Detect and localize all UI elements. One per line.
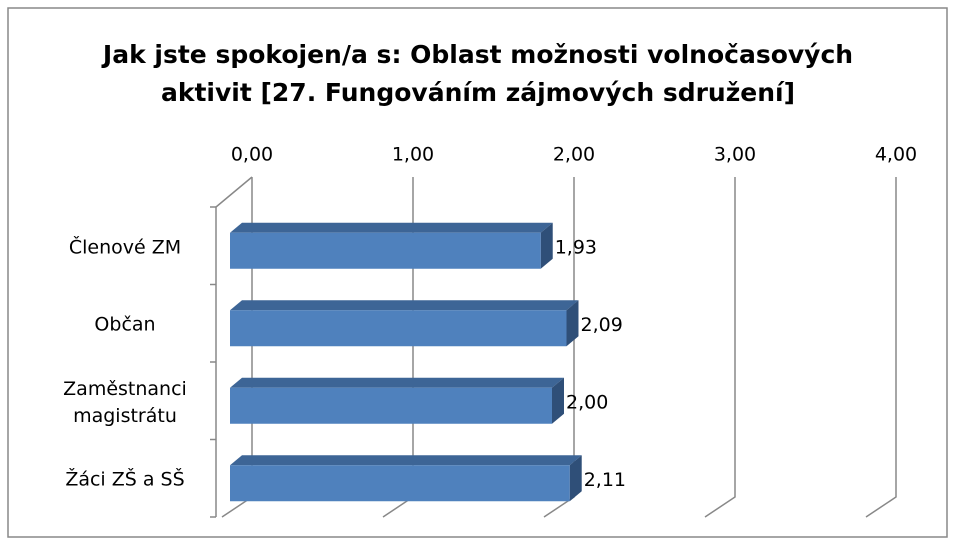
y-tick-label: Žáci ZŠ a SŠ [65, 468, 185, 491]
x-tick-label: 0,00 [231, 144, 273, 166]
bar-top [230, 300, 579, 311]
y-tick-label: Občan [94, 313, 156, 336]
bar-side [552, 377, 564, 424]
grid-line [865, 177, 897, 518]
bar-top [230, 455, 582, 466]
chart-border [7, 7, 948, 538]
bar [230, 232, 541, 269]
bar [230, 465, 570, 502]
grid-line [704, 177, 736, 518]
bar-side [540, 222, 553, 269]
data-label: 2,11 [584, 469, 626, 491]
x-tick-label: 1,00 [392, 144, 434, 166]
y-tick-label: Zaměstnanci magistrátu [63, 377, 187, 427]
bar-top [230, 377, 564, 388]
y-tick-label: Členové ZM [68, 236, 182, 259]
bar [230, 310, 567, 347]
bar [230, 387, 552, 424]
data-label: 1,93 [555, 236, 597, 258]
x-tick-label: 2,00 [553, 144, 595, 166]
bar-top [230, 222, 553, 233]
data-label: 2,09 [580, 314, 622, 336]
x-tick-label: 3,00 [714, 144, 756, 166]
x-tick-label: 4,00 [875, 144, 917, 166]
data-label: 2,00 [566, 391, 608, 413]
bar-side [566, 300, 579, 347]
chart-title: Jak jste spokojen/a s: Oblast možnosti v… [102, 40, 854, 107]
bar-side [569, 455, 582, 502]
